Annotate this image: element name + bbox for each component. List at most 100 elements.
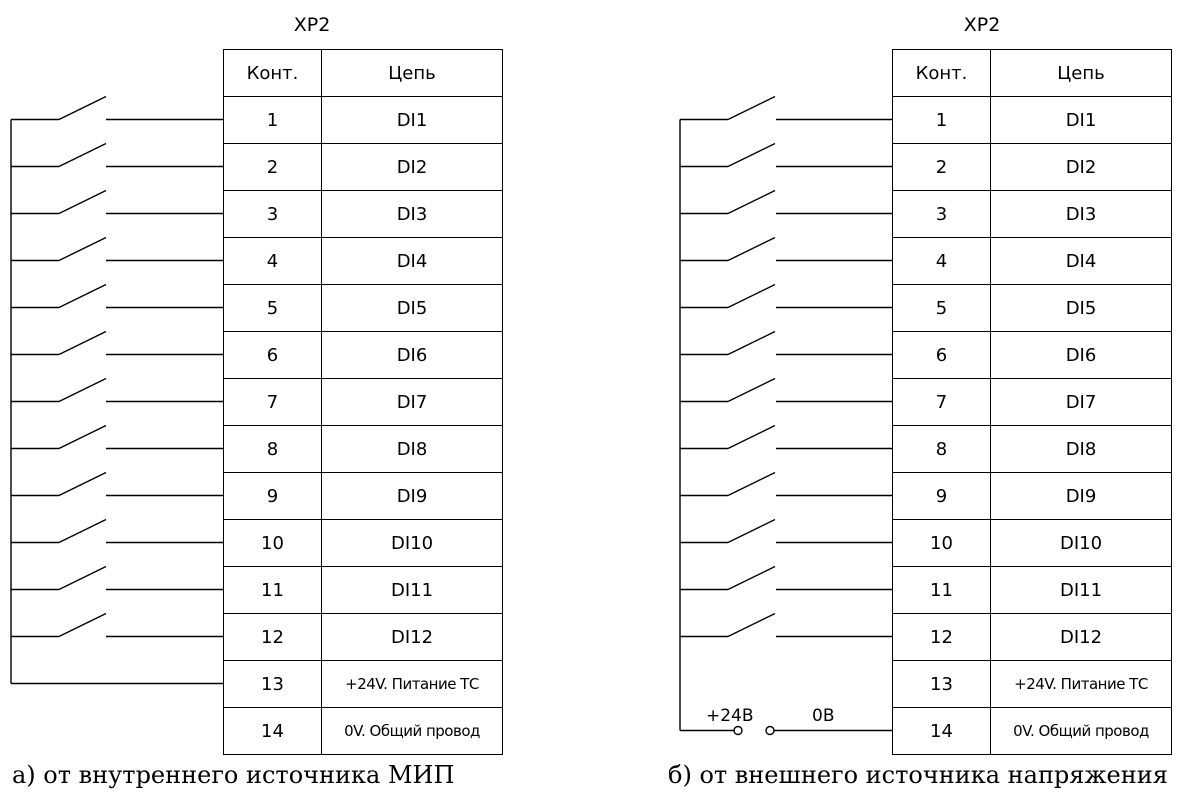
contact-number: 5 — [892, 284, 991, 332]
contact-number: 3 — [892, 190, 991, 238]
table-header-row: Конт. Цепь — [223, 49, 503, 97]
contact-number: 11 — [223, 566, 322, 614]
switch-contact — [58, 471, 107, 497]
switch-wiring-diagram — [679, 95, 892, 736]
table-row: 3 DI3 — [892, 190, 1172, 238]
switch-contact — [727, 471, 776, 497]
table-row: 2 DI2 — [223, 143, 503, 191]
table-row: 14 0V. Общий провод — [892, 707, 1172, 755]
table-header-row: Конт. Цепь — [892, 49, 1172, 97]
table-row: 8 DI8 — [223, 425, 503, 473]
circuit-name: DI11 — [990, 566, 1172, 614]
switch-contact — [727, 377, 776, 403]
switch-contact — [58, 377, 107, 403]
switch-contact — [727, 189, 776, 215]
switch-contact — [58, 189, 107, 215]
contact-number: 9 — [223, 472, 322, 520]
circuit-name: DI3 — [990, 190, 1172, 238]
circuit-name: DI12 — [321, 613, 503, 661]
contact-number: 6 — [223, 331, 322, 379]
table-row: 10 DI10 — [892, 519, 1172, 567]
switch-contact — [727, 565, 776, 591]
pinout-table: Конт. Цепь 1 DI1 2 DI2 3 DI3 4 DI4 5 DI5 6 DI6 7 DI7 8… — [223, 49, 503, 755]
switch-contact — [58, 236, 107, 262]
table-row: 8 DI8 — [892, 425, 1172, 473]
table-row: 7 DI7 — [892, 378, 1172, 426]
header-circuit: Цепь — [321, 49, 503, 97]
switch-contact — [727, 330, 776, 356]
contact-number: 9 — [892, 472, 991, 520]
table-row: 5 DI5 — [892, 284, 1172, 332]
circuit-name: DI12 — [990, 613, 1172, 661]
switch-contact — [58, 95, 107, 121]
table-row: 10 DI10 — [223, 519, 503, 567]
circuit-name: DI4 — [321, 237, 503, 285]
table-row: 13 +24V. Питание ТС — [892, 660, 1172, 708]
table-row: 13 +24V. Питание ТС — [223, 660, 503, 708]
contact-number: 7 — [892, 378, 991, 426]
contact-number: 10 — [892, 519, 991, 567]
circuit-name: DI6 — [990, 331, 1172, 379]
table-row: 12 DI12 — [223, 613, 503, 661]
circuit-name: DI8 — [990, 425, 1172, 473]
circuit-name: DI7 — [990, 378, 1172, 426]
circuit-name: DI8 — [321, 425, 503, 473]
table-row: 6 DI6 — [223, 331, 503, 379]
contact-number: 11 — [892, 566, 991, 614]
contact-number: 7 — [223, 378, 322, 426]
terminal-plus-24v — [733, 725, 743, 736]
circuit-name: 0V. Общий провод — [990, 707, 1172, 755]
circuit-name: DI7 — [321, 378, 503, 426]
switch-contact — [58, 142, 107, 168]
circuit-name: DI1 — [990, 96, 1172, 144]
contact-number: 13 — [223, 660, 322, 708]
switch-contact — [58, 424, 107, 450]
contact-number: 1 — [892, 96, 991, 144]
switch-contact — [727, 142, 776, 168]
switch-contact — [58, 283, 107, 309]
switch-contact — [58, 518, 107, 544]
contact-number: 14 — [223, 707, 322, 755]
circuit-name: DI10 — [321, 519, 503, 567]
connector-title: XP2 — [963, 14, 1001, 36]
table-row: 5 DI5 — [223, 284, 503, 332]
contact-number: 4 — [892, 237, 991, 285]
switch-contact — [58, 565, 107, 591]
contact-number: 5 — [223, 284, 322, 332]
circuit-name: DI2 — [321, 143, 503, 191]
table-row: 1 DI1 — [223, 96, 503, 144]
table-row: 9 DI9 — [223, 472, 503, 520]
switch-wiring-diagram — [10, 95, 223, 685]
circuit-name: DI10 — [990, 519, 1172, 567]
circuit-name: DI9 — [990, 472, 1172, 520]
contact-number: 8 — [892, 425, 991, 473]
circuit-name: DI4 — [990, 237, 1172, 285]
circuit-name: DI1 — [321, 96, 503, 144]
table-row: 11 DI11 — [892, 566, 1172, 614]
circuit-name: 0V. Общий провод — [321, 707, 503, 755]
table-row: 7 DI7 — [223, 378, 503, 426]
circuit-name: +24V. Питание ТС — [990, 660, 1172, 708]
contact-number: 14 — [892, 707, 991, 755]
contact-number: 6 — [892, 331, 991, 379]
switch-contact — [727, 518, 776, 544]
table-row: 4 DI4 — [223, 237, 503, 285]
circuit-name: DI5 — [990, 284, 1172, 332]
switch-contact — [727, 236, 776, 262]
plus-24v-label: +24В — [706, 706, 754, 726]
table-row: 9 DI9 — [892, 472, 1172, 520]
header-circuit: Цепь — [990, 49, 1172, 97]
header-contact: Конт. — [892, 49, 991, 97]
switch-contact — [727, 424, 776, 450]
caption: б) от внешнего источника напряжения — [668, 761, 1168, 789]
contact-number: 3 — [223, 190, 322, 238]
table-row: 4 DI4 — [892, 237, 1172, 285]
table-row: 1 DI1 — [892, 96, 1172, 144]
caption: а) от внутреннего источника МИП — [12, 761, 455, 789]
diagram-panel-external-source: XP2 Конт. Цепь 1 DI1 2 DI2 3 DI3 4 DI4 5 DI5 6 DI6 7… — [600, 0, 1193, 801]
contact-number: 2 — [223, 143, 322, 191]
contact-number: 4 — [223, 237, 322, 285]
contact-number: 13 — [892, 660, 991, 708]
diagram-panel-internal-source: XP2 Конт. Цепь 1 DI1 2 DI2 3 DI3 4 DI4 5 DI5 6 DI6 7… — [0, 0, 560, 801]
table-row: 12 DI12 — [892, 613, 1172, 661]
